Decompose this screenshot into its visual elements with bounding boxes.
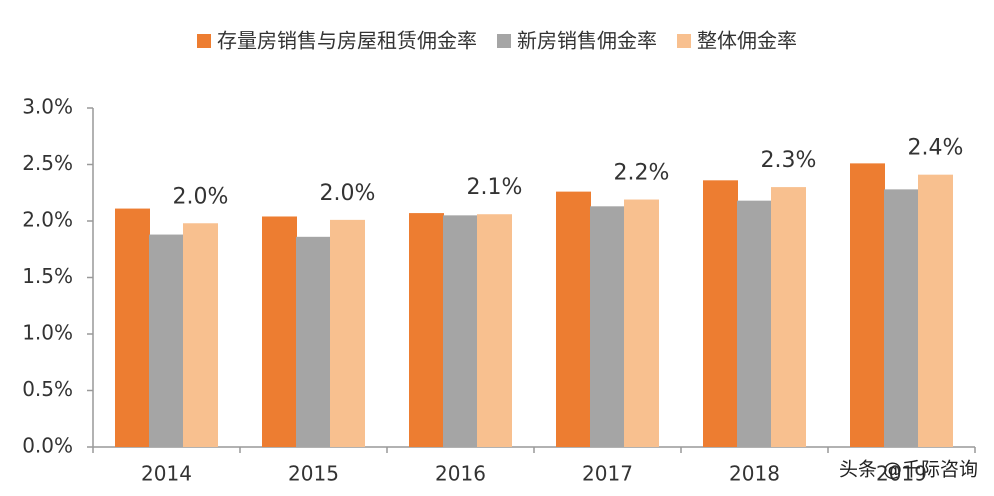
value-label: 2.1%: [467, 175, 523, 200]
bar: [737, 200, 772, 447]
bar: [183, 223, 218, 447]
legend-label: 存量房销售与房屋租赁佣金率: [217, 29, 477, 53]
x-tick-label: 2019: [876, 462, 927, 486]
legend-swatch: [497, 34, 511, 48]
value-label: 2.3%: [761, 148, 817, 173]
value-label: 2.0%: [173, 184, 229, 209]
y-tick-label: 1.0%: [22, 321, 73, 345]
bar: [262, 216, 297, 447]
bar: [624, 199, 659, 447]
value-label: 2.0%: [320, 181, 376, 206]
value-label: 2.4%: [908, 136, 964, 161]
legend-swatch: [197, 34, 211, 48]
y-tick-label: 1.5%: [22, 264, 73, 288]
bar: [771, 187, 806, 447]
legend-label: 整体佣金率: [697, 29, 797, 53]
legend-label: 新房销售佣金率: [517, 29, 657, 53]
x-tick-label: 2015: [288, 462, 339, 486]
bar: [703, 180, 738, 447]
bar: [884, 189, 919, 448]
watermark: 头条 @千际咨询: [839, 459, 978, 481]
value-label: 2.2%: [614, 161, 670, 186]
bar: [850, 163, 885, 447]
y-tick-label: 0.5%: [22, 377, 73, 401]
y-tick-label: 3.0%: [22, 95, 73, 119]
bar: [149, 234, 184, 447]
bar: [477, 214, 512, 447]
bar: [409, 213, 444, 447]
y-tick-label: 0.0%: [22, 434, 73, 458]
x-tick-label: 2018: [729, 462, 780, 486]
y-tick-label: 2.0%: [22, 208, 73, 232]
x-tick-label: 2017: [582, 462, 633, 486]
legend-swatch: [677, 34, 691, 48]
bar: [556, 191, 591, 447]
x-tick-label: 2016: [435, 462, 486, 486]
bar: [443, 215, 478, 447]
y-tick-label: 2.5%: [22, 151, 73, 175]
bar: [918, 174, 953, 448]
x-tick-label: 2014: [141, 462, 192, 486]
bar: [296, 236, 331, 447]
bar: [115, 208, 150, 447]
bar: [590, 206, 625, 447]
bar: [330, 219, 365, 447]
